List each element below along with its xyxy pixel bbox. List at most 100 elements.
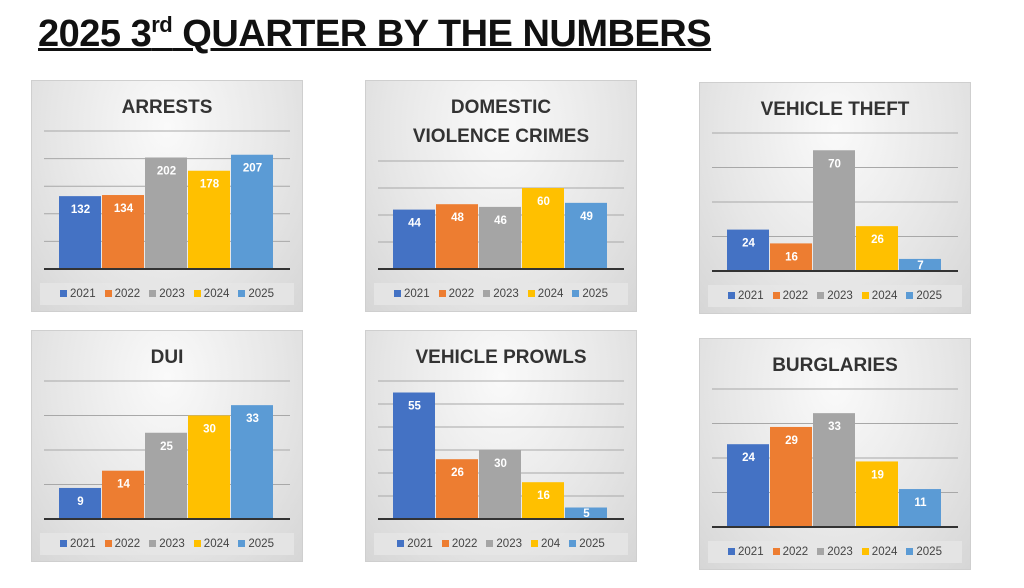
legend-label: 2021 bbox=[70, 538, 96, 550]
data-label: 30 bbox=[494, 458, 507, 470]
legend-item: 2024 bbox=[861, 290, 897, 302]
legend-swatch bbox=[817, 548, 825, 555]
legend-swatch bbox=[149, 540, 157, 547]
legend-label: 2025 bbox=[248, 538, 274, 550]
bar-2021 bbox=[393, 392, 435, 519]
data-label: 178 bbox=[200, 179, 220, 191]
legend-item: 2025 bbox=[906, 546, 942, 558]
legend-swatch bbox=[572, 290, 580, 297]
bar-2021 bbox=[727, 444, 769, 527]
legend-item: 2025 bbox=[238, 288, 274, 300]
legend-swatch bbox=[527, 290, 535, 297]
legend-label: 2025 bbox=[582, 288, 608, 300]
legend-item: 2021 bbox=[60, 288, 96, 300]
bar-204 bbox=[522, 482, 564, 519]
data-label: 24 bbox=[742, 452, 755, 464]
data-label: 202 bbox=[157, 165, 176, 177]
data-label: 70 bbox=[828, 158, 841, 170]
data-label: 7 bbox=[917, 260, 923, 272]
legend-label: 204 bbox=[541, 538, 561, 550]
bar-2023 bbox=[813, 150, 855, 271]
bar-2023 bbox=[479, 206, 521, 269]
legend-item: 2024 bbox=[193, 538, 230, 550]
legend: 2021 2022 2023 204 2025 bbox=[374, 533, 628, 555]
chart-plot: 24 29 33 19 11 bbox=[712, 388, 958, 528]
legend-label: 2022 bbox=[782, 546, 809, 558]
legend-swatch bbox=[728, 548, 736, 555]
bar-2024 bbox=[856, 461, 898, 527]
legend-label: 2025 bbox=[248, 288, 274, 300]
legend-swatch bbox=[906, 548, 914, 555]
legend-swatch bbox=[772, 292, 780, 299]
chart-title: BURGLARIES bbox=[772, 355, 898, 376]
legend-swatch bbox=[149, 290, 157, 297]
legend: 2021 2022 2023 2024 2025 bbox=[40, 283, 294, 305]
legend-label: 2021 bbox=[404, 288, 430, 300]
data-label: 26 bbox=[451, 467, 464, 479]
legend-label: 2022 bbox=[451, 538, 478, 550]
chart-title: DUI bbox=[150, 347, 184, 368]
legend-swatch bbox=[531, 540, 538, 547]
legend-swatch bbox=[483, 290, 491, 297]
data-label: 9 bbox=[77, 496, 83, 508]
legend-label: 2021 bbox=[738, 290, 764, 302]
chart-title: DOMESTIC VIOLENCE CRIMES bbox=[412, 97, 590, 147]
data-label: 49 bbox=[580, 211, 593, 223]
legend-item: 2021 bbox=[728, 290, 764, 302]
data-label: 132 bbox=[71, 204, 90, 216]
legend-item: 2025 bbox=[238, 538, 274, 550]
bar-2025 bbox=[565, 507, 607, 519]
data-label: 33 bbox=[828, 421, 841, 433]
legend-item: 2022 bbox=[104, 538, 140, 550]
bar-2024 bbox=[522, 188, 564, 269]
bar-2022 bbox=[102, 470, 144, 519]
bar-2022 bbox=[102, 195, 144, 269]
legend-item: 2023 bbox=[817, 546, 853, 558]
legend-label: 2023 bbox=[493, 288, 519, 300]
data-label: 60 bbox=[537, 196, 550, 208]
legend-label: 2022 bbox=[114, 288, 141, 300]
data-label: 16 bbox=[785, 251, 798, 263]
bar-2023 bbox=[813, 413, 855, 527]
legend-label: 2024 bbox=[537, 288, 564, 300]
chart-title: ARRESTS bbox=[121, 97, 213, 118]
legend-item: 2025 bbox=[572, 288, 608, 300]
bar-2021 bbox=[393, 209, 435, 269]
chart-burglaries: BURGLARIES 24 29 33 19 11 2021 2022 2023 2024 2025 bbox=[699, 338, 971, 570]
legend-label: 2025 bbox=[916, 546, 942, 558]
chart-title: VEHICLE PROWLS bbox=[415, 347, 587, 368]
legend-swatch bbox=[193, 290, 201, 297]
legend-label: 2024 bbox=[203, 538, 230, 550]
legend-item: 2022 bbox=[104, 288, 141, 300]
legend-label: 2025 bbox=[579, 538, 605, 550]
legend-swatch bbox=[104, 290, 112, 297]
legend-label: 2024 bbox=[871, 546, 898, 558]
data-label: 29 bbox=[785, 435, 798, 447]
data-label: 14 bbox=[117, 479, 130, 491]
legend-item: 2022 bbox=[772, 290, 808, 302]
legend-label: 2024 bbox=[203, 288, 230, 300]
chart-plot: 9 14 25 30 33 bbox=[44, 380, 290, 520]
chart-plot: 55 26 30 16 5 bbox=[378, 380, 624, 520]
chart-vehicle-prowls: VEHICLE PROWLS 55 26 30 16 5 2021 2022 2023 204 20… bbox=[365, 330, 637, 562]
bar-2024 bbox=[856, 226, 898, 271]
legend-label: 2023 bbox=[827, 290, 853, 302]
legend-item: 2023 bbox=[486, 538, 522, 550]
legend-item: 2023 bbox=[483, 288, 519, 300]
bar-2022 bbox=[436, 204, 478, 269]
chart-plot: 24 16 70 26 7 bbox=[712, 132, 958, 272]
chart-title: VEHICLE THEFT bbox=[760, 99, 910, 120]
legend-swatch bbox=[238, 540, 246, 547]
legend-label: 2023 bbox=[827, 546, 853, 558]
legend: 2021 2022 2023 2024 2025 bbox=[708, 285, 962, 307]
data-label: 134 bbox=[114, 203, 134, 215]
page-title: 2025 3rd QUARTER BY THE NUMBERS bbox=[38, 12, 712, 56]
bar-2021 bbox=[59, 196, 101, 269]
data-label: 207 bbox=[243, 163, 262, 175]
bar-2022 bbox=[770, 243, 812, 271]
chart-arrests: ARRESTS 132 134 202 178 207 2021 2022 2023 2024 20… bbox=[31, 80, 303, 312]
bar-2023 bbox=[479, 450, 521, 519]
data-label: 5 bbox=[583, 508, 590, 520]
data-label: 33 bbox=[246, 413, 259, 425]
chart-plot: 132 134 202 178 207 bbox=[44, 130, 290, 270]
